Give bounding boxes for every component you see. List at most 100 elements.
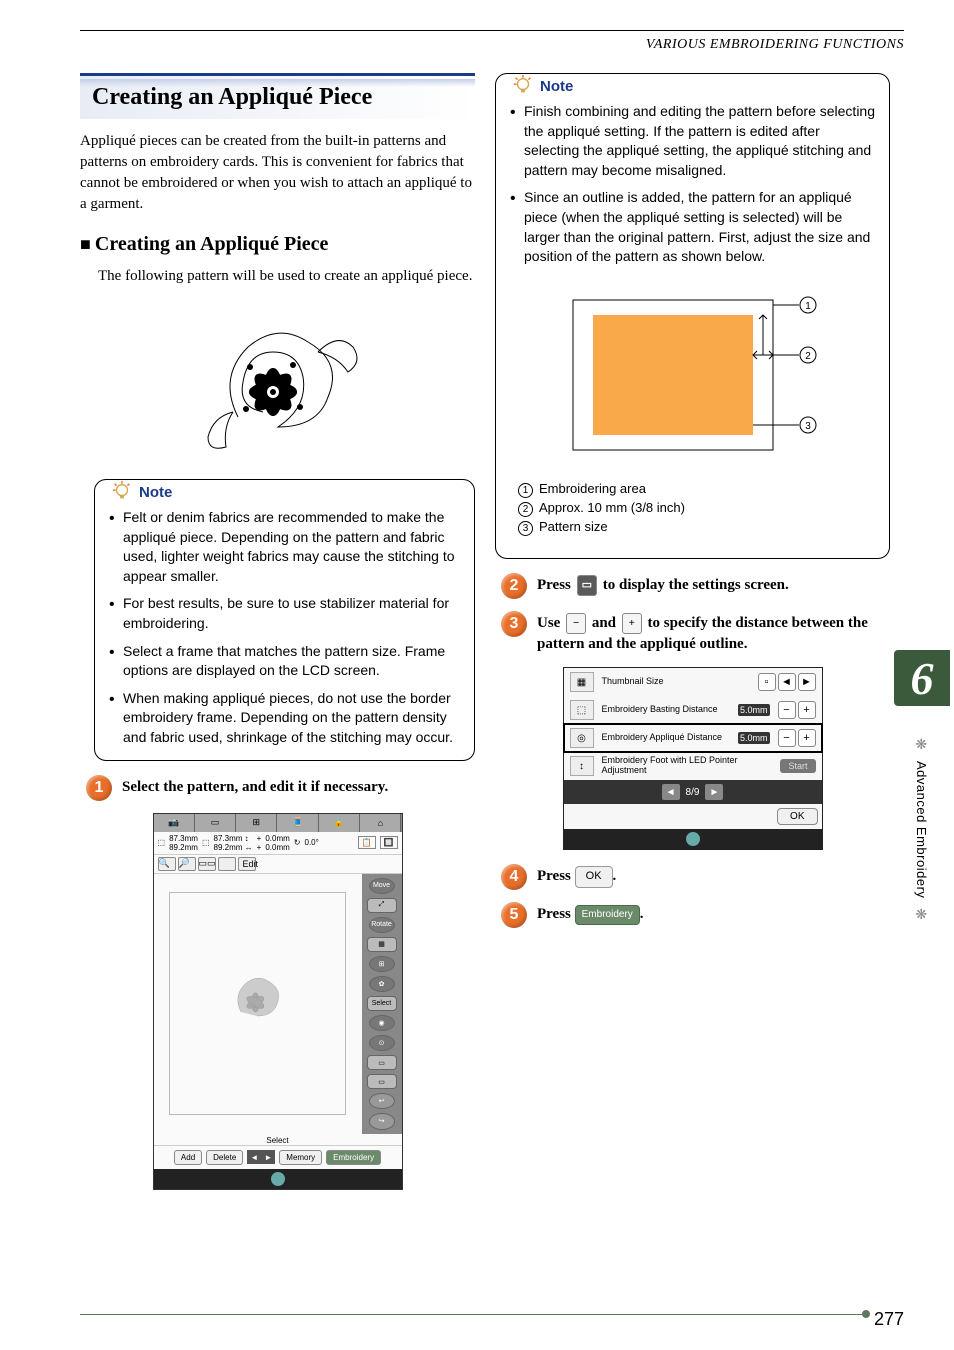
step-number-badge: 4 [501, 864, 527, 890]
step-number-badge: 5 [501, 902, 527, 928]
body-paragraph: The following pattern will be used to cr… [98, 266, 475, 287]
select-button: Select [367, 996, 397, 1011]
note-box-1: Note Felt or denim fabrics are recommend… [94, 479, 475, 761]
led-icon: ↕ [570, 756, 594, 776]
basting-icon: ⬚ [570, 700, 594, 720]
callout-text: Approx. 10 mm (3/8 inch) [539, 500, 685, 515]
note-label-text: Note [139, 484, 172, 501]
step-text: Select the pattern, and edit it if neces… [122, 775, 388, 801]
delete-button: Delete [206, 1150, 243, 1165]
lcd-screenshot-edit: 📷 ▭ ⊞ 🧵 🔒 ⌂ ⬚ 87.3mm89.2mm ⬚ 87.3mm ↕89.… [153, 813, 403, 1190]
prev-arrow: ◄ [247, 1150, 261, 1164]
prev-button: ◄ [778, 673, 796, 691]
home-dot [271, 1172, 285, 1186]
tool-button: ◉ [369, 1015, 395, 1031]
tab-icon: 🔒 [319, 814, 360, 832]
start-button: Start [780, 759, 815, 773]
plus-icon: + [622, 613, 642, 634]
tab-icon: 📷 [154, 814, 195, 832]
embroidery-button-inline: Embroidery [575, 905, 640, 925]
pattern-illustration [178, 297, 378, 467]
note-box-2: Note Finish combining and editing the pa… [495, 73, 890, 559]
grid-button: ▦ [367, 937, 397, 952]
note-item: For best results, be sure to use stabili… [109, 594, 460, 633]
setting-label: Embroidery Basting Distance [602, 705, 730, 715]
note-label: Note [105, 481, 178, 503]
intro-paragraph: Appliqué pieces can be created from the … [80, 131, 475, 215]
setting-value: 5.0mm [738, 704, 770, 716]
page-number: 277 [874, 1309, 904, 1330]
nav-prev: ◄ [662, 784, 680, 800]
zoom-icon: 🔍 [158, 857, 176, 871]
thumbnail-icon: ▦ [570, 672, 594, 692]
chapter-tab: 6 ❋ Advanced Embroidery ❋ [894, 650, 954, 923]
subsection-title: Creating an Appliqué Piece [95, 233, 329, 255]
tool-button: ↪ [369, 1113, 395, 1129]
header-text: VARIOUS EMBROIDERING FUNCTIONS [80, 37, 904, 53]
ornament-icon: ❋ [915, 736, 927, 753]
size-button: ⤢ [367, 898, 397, 913]
step-number-badge: 2 [501, 573, 527, 599]
next-button: ► [798, 673, 816, 691]
note-item: Felt or denim fabrics are recommended to… [109, 508, 460, 586]
home-dot [686, 832, 700, 846]
step-number-badge: 1 [86, 775, 112, 801]
minus-button: − [778, 701, 796, 719]
minus-icon: − [566, 613, 586, 634]
tab-icon: 🧵 [277, 814, 318, 832]
move-button: Move [369, 878, 395, 894]
header-rule [80, 30, 904, 31]
note-label-text: Note [540, 78, 573, 95]
step-5: 5 Press Embroidery. [501, 902, 890, 928]
page-indicator: 8/9 [686, 787, 700, 798]
settings-icon: ▭ [577, 575, 597, 596]
callout-text: Pattern size [539, 519, 608, 534]
plus-button: + [798, 701, 816, 719]
chapter-number: 6 [894, 650, 950, 706]
subsection-heading: ■Creating an Appliqué Piece [80, 233, 475, 256]
tool-button: ▭ [367, 1055, 397, 1070]
tool-button: ⊞ [369, 956, 395, 972]
tool-button: ▭ [367, 1074, 397, 1089]
ok-button: OK [777, 808, 817, 825]
step-4: 4 Press OK. [501, 864, 890, 890]
add-button: Add [174, 1150, 202, 1165]
tool-button: ⊙ [369, 1035, 395, 1051]
next-arrow: ► [261, 1150, 275, 1164]
callout-list: 1Embroidering area 2Approx. 10 mm (3/8 i… [518, 481, 875, 536]
lightbulb-icon [512, 75, 534, 97]
memory-button: Memory [279, 1150, 322, 1165]
applique-icon: ◎ [570, 728, 594, 748]
lightbulb-icon [111, 481, 133, 503]
note-item: Finish combining and editing the pattern… [510, 102, 875, 180]
select-label: Select [154, 1134, 402, 1145]
size-small: ▫ [758, 673, 776, 691]
step-2: 2 Press ▭ to display the settings screen… [501, 573, 890, 599]
setting-label: Embroidery Appliqué Distance [602, 733, 730, 743]
svg-text:2: 2 [805, 351, 811, 362]
tab-icon: ▭ [195, 814, 236, 832]
note-item: When making appliqué pieces, do not use … [109, 689, 460, 748]
step-text: Use − and + to specify the distance betw… [537, 611, 890, 655]
step-text: Press OK. [537, 864, 616, 890]
ok-button-inline: OK [575, 866, 613, 887]
rotate-button: Rotate [369, 917, 395, 933]
section-title: Creating an Appliqué Piece [92, 84, 463, 111]
zoom-icon: 🔎 [178, 857, 196, 871]
step-number-badge: 3 [501, 611, 527, 637]
nav-next: ► [705, 784, 723, 800]
step-3: 3 Use − and + to specify the distance be… [501, 611, 890, 655]
tab-icon: ⊞ [236, 814, 277, 832]
minus-button: − [778, 729, 796, 747]
step-1: 1 Select the pattern, and edit it if nec… [86, 775, 475, 801]
step-text: Press Embroidery. [537, 902, 644, 928]
setting-value: 5.0mm [738, 732, 770, 744]
settings-screenshot: ▦ Thumbnail Size ▫ ◄ ► ⬚ Embroidery Bast… [563, 667, 823, 850]
tool-button: ↩ [369, 1093, 395, 1109]
size-diagram: 1 2 3 [510, 277, 875, 473]
svg-text:3: 3 [805, 421, 811, 432]
tool-button: ✿ [369, 976, 395, 992]
setting-label: Thumbnail Size [602, 677, 750, 687]
step-text: Press ▭ to display the settings screen. [537, 573, 789, 599]
chapter-label: ❋ Advanced Embroidery ❋ [914, 736, 929, 923]
